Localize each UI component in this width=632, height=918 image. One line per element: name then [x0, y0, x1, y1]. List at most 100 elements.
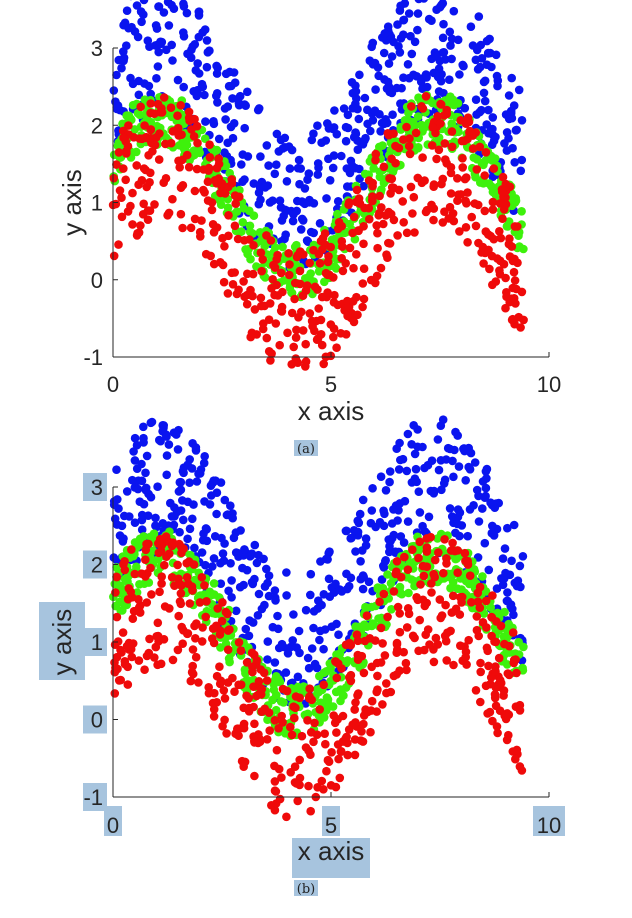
data-point	[123, 680, 133, 689]
data-point	[162, 451, 172, 460]
data-point	[223, 645, 233, 654]
data-point	[355, 164, 364, 174]
data-point	[137, 525, 147, 534]
data-point	[301, 605, 311, 615]
data-point	[434, 145, 444, 155]
data-point	[295, 179, 304, 189]
data-point	[256, 152, 265, 161]
data-point	[272, 160, 281, 169]
data-point	[221, 69, 231, 79]
data-point	[418, 561, 428, 571]
data-point	[148, 147, 157, 156]
data-point	[213, 63, 222, 73]
data-point	[454, 462, 464, 471]
data-point	[481, 681, 491, 691]
data-point	[121, 175, 130, 185]
data-point	[411, 464, 421, 474]
data-point	[269, 260, 278, 270]
data-point	[489, 164, 499, 173]
data-point	[292, 325, 301, 335]
data-point	[346, 670, 356, 680]
data-point	[239, 703, 248, 713]
data-point	[415, 537, 425, 547]
data-point	[501, 303, 510, 313]
data-point	[329, 711, 339, 720]
data-point	[354, 689, 363, 698]
data-point	[440, 535, 449, 544]
data-point	[378, 141, 387, 150]
data-point	[453, 431, 463, 440]
data-point	[130, 125, 140, 134]
data-point	[422, 543, 432, 552]
data-point	[116, 645, 125, 655]
data-point	[333, 209, 342, 219]
data-point	[175, 478, 185, 487]
data-point	[488, 280, 497, 290]
data-point	[231, 606, 241, 616]
data-point	[502, 292, 511, 302]
data-point	[263, 637, 273, 646]
data-point	[191, 443, 201, 452]
data-point	[499, 691, 508, 700]
data-point	[484, 245, 493, 255]
data-point	[497, 187, 507, 196]
data-point	[223, 678, 233, 687]
data-point	[320, 229, 330, 238]
data-point	[228, 133, 238, 143]
data-point	[204, 166, 213, 175]
data-point	[288, 216, 298, 226]
data-point	[130, 433, 140, 443]
data-point	[273, 611, 282, 621]
data-point	[386, 536, 396, 546]
data-point	[296, 225, 306, 234]
data-point	[323, 257, 333, 267]
data-point	[185, 524, 195, 534]
data-point	[274, 147, 284, 156]
data-point	[414, 487, 424, 497]
data-point	[111, 588, 120, 597]
data-point	[114, 148, 124, 157]
data-point	[252, 656, 262, 665]
data-point	[325, 176, 335, 185]
data-point	[208, 624, 218, 633]
data-point	[370, 58, 380, 68]
data-point	[479, 259, 488, 268]
data-point	[380, 651, 390, 660]
data-point	[159, 178, 168, 187]
ytick-label: -1	[83, 785, 103, 810]
data-point	[228, 94, 237, 103]
data-point	[519, 315, 528, 325]
data-point	[227, 175, 236, 184]
data-point	[250, 719, 259, 729]
data-point	[167, 512, 177, 521]
data-point	[194, 11, 204, 20]
data-point	[403, 429, 413, 439]
data-point	[109, 86, 119, 95]
data-point	[220, 148, 229, 157]
data-point	[178, 181, 188, 190]
data-point	[132, 161, 141, 170]
data-point	[442, 554, 451, 563]
data-point	[469, 501, 478, 510]
data-point	[306, 569, 316, 579]
data-point	[346, 640, 356, 650]
data-point	[427, 200, 436, 210]
data-point	[198, 623, 207, 632]
data-point	[396, 532, 406, 541]
data-point	[140, 79, 149, 88]
data-point	[359, 239, 368, 249]
data-point	[173, 645, 183, 655]
data-point	[142, 451, 152, 461]
data-point	[285, 260, 294, 269]
data-point	[517, 116, 527, 125]
data-point	[380, 509, 389, 519]
data-point	[140, 665, 149, 674]
data-point	[145, 178, 154, 187]
data-point	[256, 293, 266, 303]
data-point	[487, 613, 497, 622]
data-point	[298, 326, 308, 335]
data-point	[449, 6, 459, 16]
data-point	[370, 106, 380, 115]
data-point	[417, 102, 426, 111]
data-point	[437, 485, 446, 495]
